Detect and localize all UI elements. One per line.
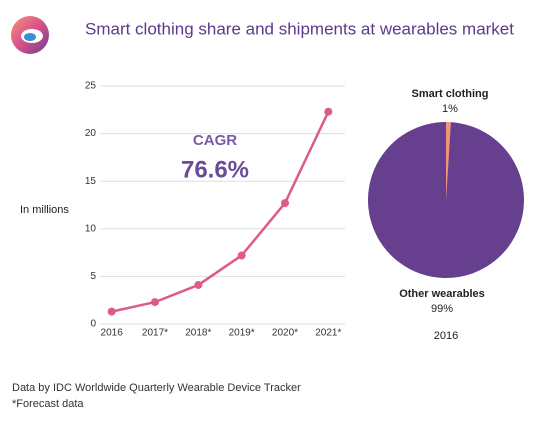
point — [194, 280, 203, 289]
pie-slice — [446, 122, 451, 200]
y-axis-label: In millions — [20, 204, 69, 216]
point — [107, 307, 116, 316]
point — [324, 107, 333, 116]
point — [281, 199, 289, 208]
x-tick-label: 2021* — [315, 328, 341, 339]
y-tick-label: 5 — [90, 271, 96, 282]
y-tick-label: 25 — [85, 81, 97, 92]
pie-slice — [367, 122, 524, 278]
forecast-note: *Forecast data — [12, 398, 84, 410]
annotation: CAGR — [193, 132, 237, 149]
y-tick-label: 10 — [85, 223, 97, 234]
point — [237, 251, 246, 260]
page-title: Smart clothing share and shipments at we… — [85, 19, 514, 38]
slice-label: Smart clothing — [411, 88, 488, 100]
y-tick-label: 0 — [90, 319, 96, 330]
slice-label: Other wearables — [399, 288, 485, 300]
source-note: Data by IDC Worldwide Quarterly Wearable… — [12, 382, 301, 394]
logo — [11, 16, 49, 54]
line — [111, 111, 330, 313]
pie-subtitle: 2016 — [434, 330, 458, 342]
y-tick-label: 15 — [85, 176, 97, 187]
x-tick-label: 2019* — [229, 328, 255, 339]
annotation: 76.6% — [181, 156, 249, 183]
x-tick-label: 2020* — [272, 328, 298, 339]
y-tick-label: 20 — [85, 128, 97, 139]
slice-value: 99% — [431, 303, 453, 315]
point — [151, 298, 159, 307]
x-tick-label: 2017* — [142, 328, 168, 339]
x-tick-label: 2016 — [101, 328, 124, 339]
slice-value: 1% — [442, 103, 458, 115]
x-tick-label: 2018* — [185, 328, 211, 339]
